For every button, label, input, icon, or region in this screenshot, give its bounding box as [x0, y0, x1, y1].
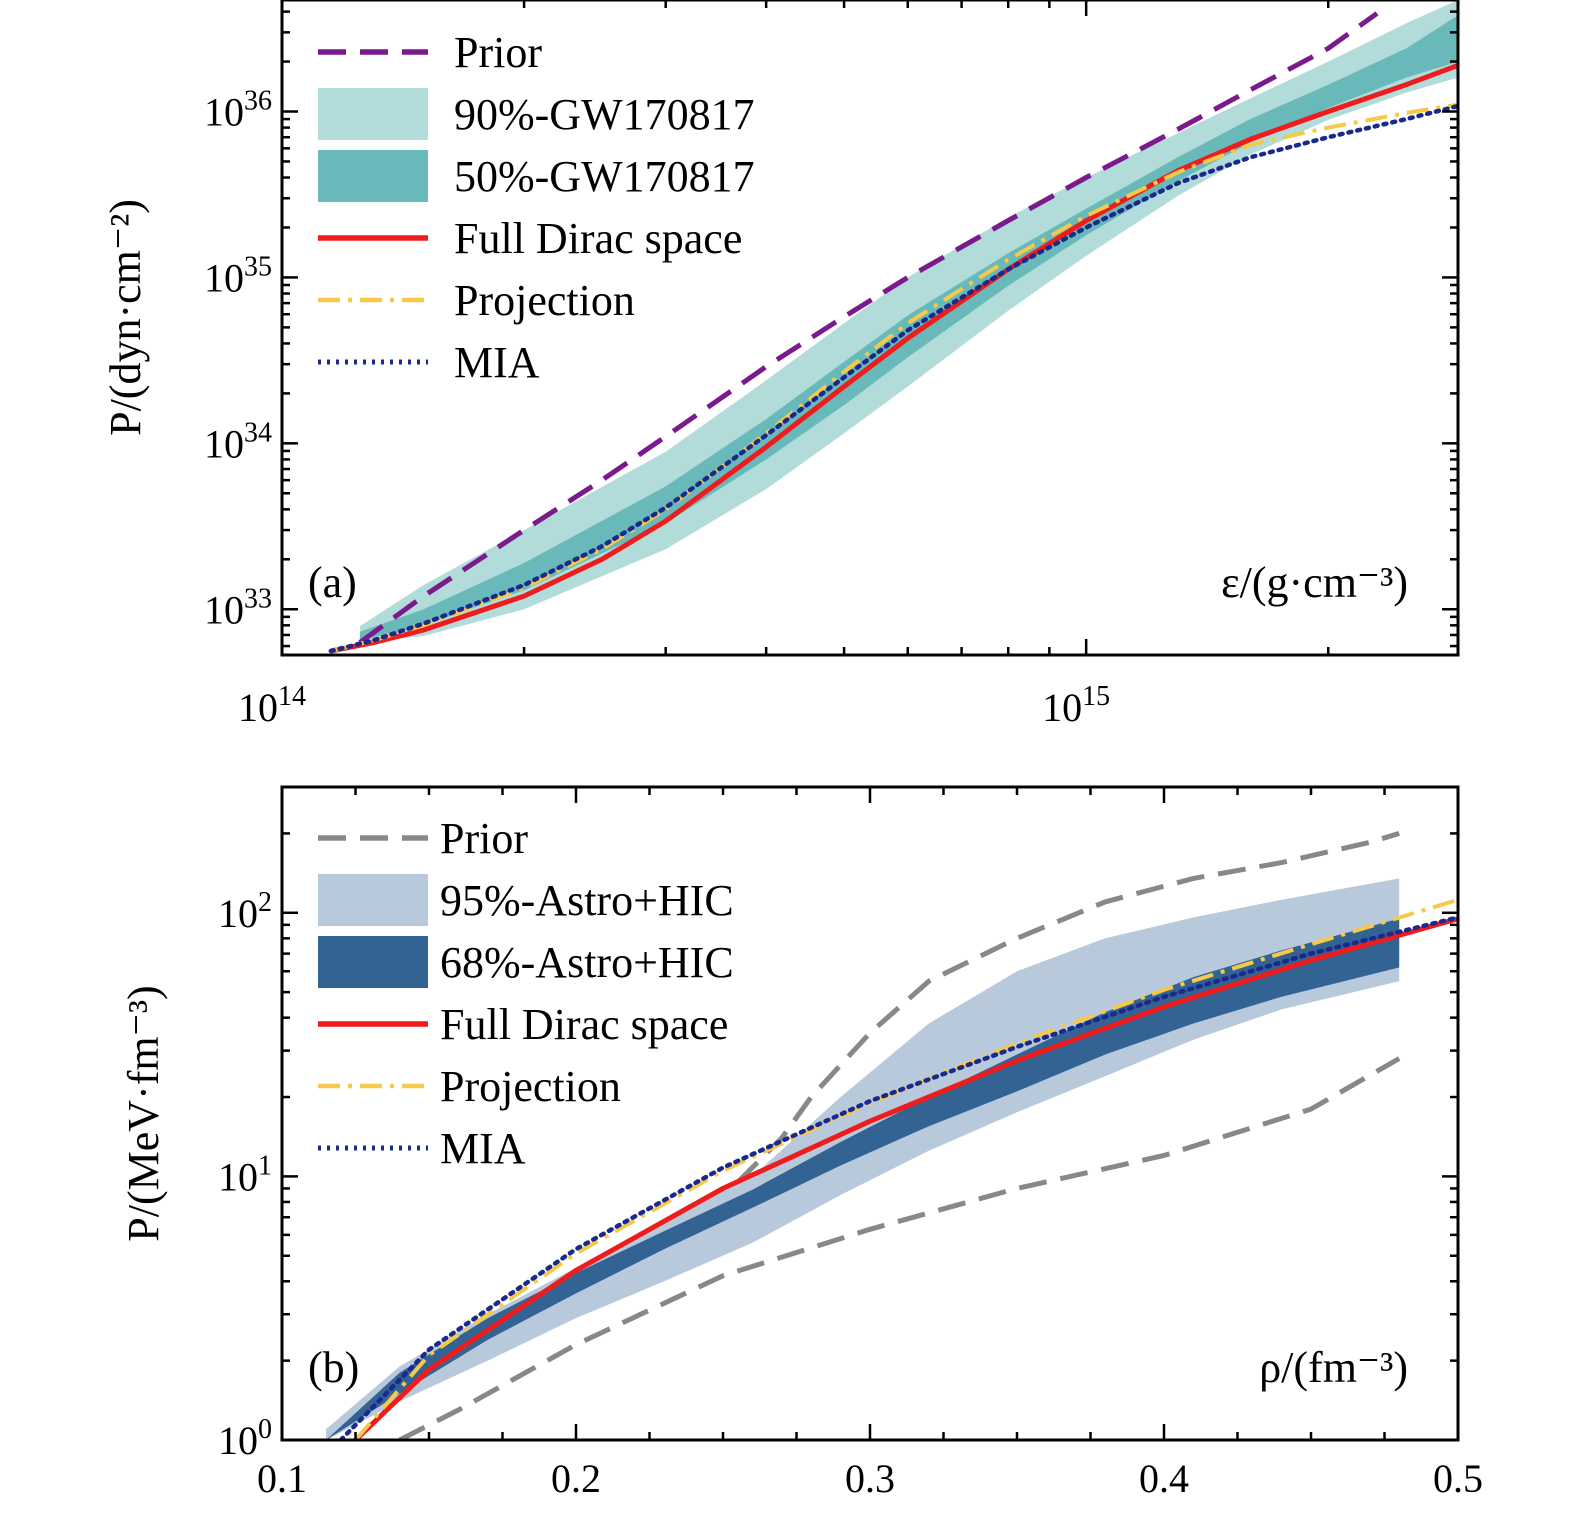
x-tick-label: 0.4 — [1139, 1456, 1189, 1501]
panel-label-b: (b) — [308, 1343, 359, 1392]
legend-swatch — [318, 88, 428, 140]
y-tick-label: 102 — [218, 887, 272, 936]
series-prior-lower- — [398, 1056, 1401, 1440]
x-tick-label: 0.1 — [257, 1456, 307, 1501]
y-tick-label: 100 — [218, 1414, 272, 1463]
series-full-dirac-space — [330, 62, 1458, 654]
series-prior-upper- — [735, 831, 1400, 1185]
legend-item: Projection — [318, 276, 635, 325]
band-68-astro-hic — [326, 918, 1400, 1440]
legend-item: 95%-Astro+HIC — [318, 874, 734, 926]
legend-label: Prior — [440, 814, 528, 863]
series-full-dirac-space — [353, 916, 1458, 1440]
series-mia — [328, 103, 1458, 654]
series-projection — [330, 102, 1458, 653]
legend-item: 90%-GW170817 — [318, 88, 755, 140]
series-prior — [358, 11, 1379, 645]
y-tick-label: 1036 — [204, 86, 272, 135]
legend-a: Prior 90%-GW170817 50%-GW170817 Full Dirac … — [318, 28, 755, 387]
y-axis-label-a: P/(dyn·cm⁻²) — [101, 199, 150, 436]
legend-label: 50%-GW170817 — [454, 152, 755, 201]
x-tick-label: 0.2 — [551, 1456, 601, 1501]
y-tick-label: 101 — [218, 1150, 272, 1199]
legend-item: 68%-Astro+HIC — [318, 936, 734, 988]
x-axis-label-a: ε/(g·cm⁻³) — [1221, 558, 1408, 607]
ticks-a — [280, 0, 1458, 655]
panel-b: 100 101 102 0.1 0.2 0.3 0.4 0.5 (b) ρ/(fm⁻³) P/(Me… — [119, 785, 1483, 1501]
legend-item: Full Dirac space — [318, 214, 742, 263]
legend-b: Prior 95%-Astro+HIC 68%-Astro+HIC Full Dira… — [318, 814, 734, 1173]
legend-label: 68%-Astro+HIC — [440, 938, 734, 987]
panel-a: 1033 1034 1035 1036 1014 1015 (a) ε/(g·cm⁻³) P/(… — [101, 0, 1460, 730]
legend-item: MIA — [318, 1124, 526, 1173]
y-tick-label: 1035 — [204, 251, 272, 300]
series-mia — [338, 915, 1458, 1440]
legend-item: 50%-GW170817 — [318, 150, 755, 202]
plot-area-a — [328, 0, 1458, 654]
x-tick-label: 1015 — [1042, 681, 1110, 730]
x-axis-label-b: ρ/(fm⁻³) — [1259, 1343, 1408, 1392]
y-tick-label: 1034 — [204, 417, 272, 466]
legend-item: MIA — [318, 338, 540, 387]
y-tick-label: 1033 — [204, 583, 272, 632]
legend-label: Full Dirac space — [454, 214, 742, 263]
x-tick-label: 0.3 — [845, 1456, 895, 1501]
legend-label: Prior — [454, 28, 542, 77]
legend-item: Full Dirac space — [318, 1000, 728, 1049]
x-tick-label: 1014 — [238, 681, 306, 730]
legend-label: Projection — [440, 1062, 621, 1111]
legend-item: Prior — [318, 28, 542, 77]
ticks-b — [280, 785, 1460, 1442]
legend-swatch — [318, 150, 428, 202]
x-tick-label: 0.5 — [1433, 1456, 1483, 1501]
legend-item: Prior — [318, 814, 528, 863]
panel-label-a: (a) — [308, 558, 357, 607]
legend-label: 95%-Astro+HIC — [440, 876, 734, 925]
legend-swatch — [318, 874, 428, 926]
legend-label: MIA — [454, 338, 540, 387]
y-axis-label-b: P/(MeV·fm⁻³) — [119, 985, 168, 1241]
plot-area-b — [326, 831, 1458, 1440]
legend-label: 90%-GW170817 — [454, 90, 755, 139]
legend-swatch — [318, 936, 428, 988]
legend-item: Projection — [318, 1062, 621, 1111]
legend-label: MIA — [440, 1124, 526, 1173]
legend-label: Full Dirac space — [440, 1000, 728, 1049]
legend-label: Projection — [454, 276, 635, 325]
